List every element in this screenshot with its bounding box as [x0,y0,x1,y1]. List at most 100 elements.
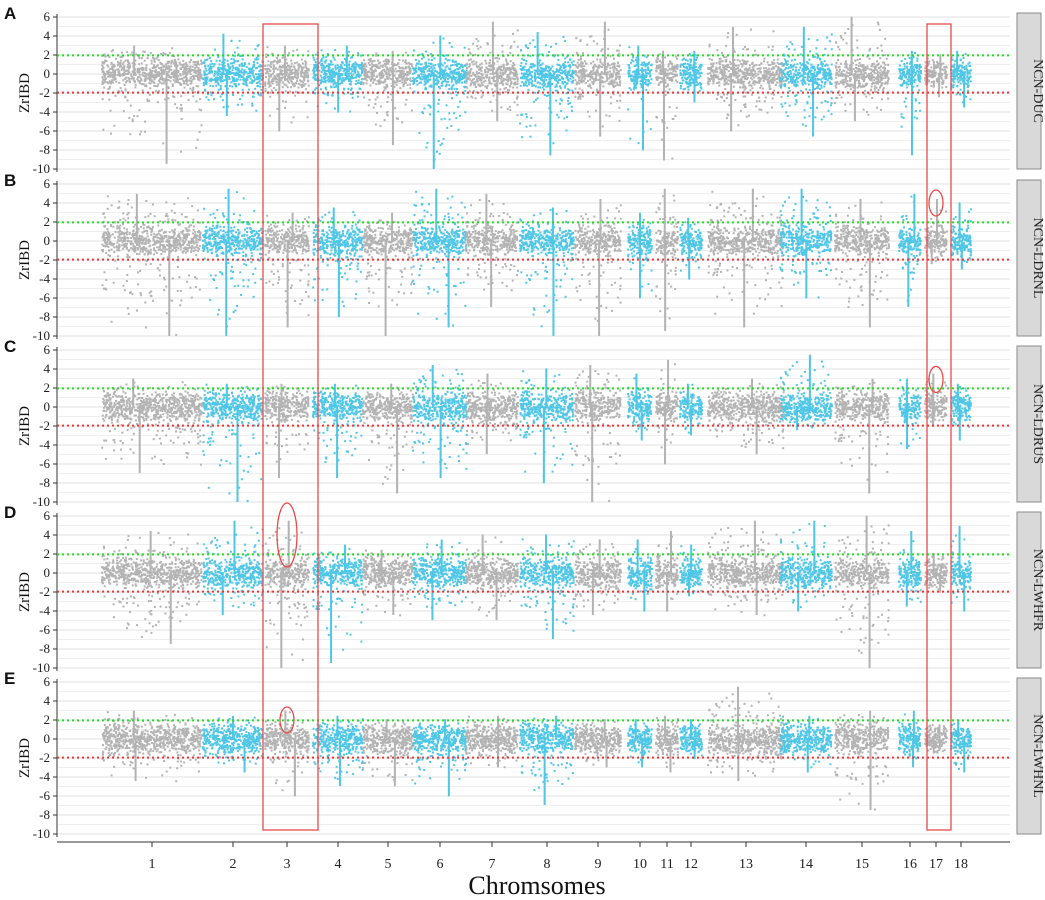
data-point [420,67,423,70]
data-point [316,67,319,70]
data-point [283,66,286,69]
data-point [251,102,254,105]
data-point [192,69,195,72]
data-point [374,69,377,72]
data-point [556,74,559,77]
data-point [273,77,276,80]
data-point [278,66,281,69]
data-point [347,78,350,81]
data-point [197,77,200,80]
data-point [405,98,408,101]
data-point [405,77,408,80]
data-point [679,87,682,90]
data-point [218,76,221,79]
data-point [193,77,196,80]
data-point [426,70,429,73]
data-point [439,59,442,62]
data-point [186,83,189,86]
data-point [432,100,435,103]
data-point [688,75,691,78]
data-point [161,63,164,66]
data-point [635,58,638,61]
data-point [145,69,148,72]
data-point [608,115,611,118]
data-point [567,71,570,74]
data-point [657,77,660,80]
data-point [637,64,640,67]
data-point [165,96,168,99]
data-point [110,61,113,64]
data-point [345,62,348,65]
data-point [439,67,442,70]
data-point [356,82,359,85]
data-point [154,90,157,93]
data-point [134,73,137,76]
data-point [281,56,284,59]
data-point [599,105,602,108]
data-point [662,55,665,58]
data-point [439,64,442,67]
data-point [465,69,468,72]
data-point [440,70,443,73]
data-point [665,73,668,76]
data-point [656,75,659,78]
data-point [337,70,340,73]
data-point [103,86,106,89]
data-point [484,70,487,73]
data-point [436,79,439,82]
data-point [438,87,441,90]
data-point [391,119,394,122]
data-point [165,151,168,154]
data-point [303,75,306,78]
data-point [223,79,226,82]
data-point [276,107,279,110]
data-point [494,90,497,93]
data-point [278,129,281,132]
data-point [501,44,504,47]
data-point [385,60,388,63]
data-point [680,63,683,66]
data-point [412,83,415,86]
data-point [545,85,548,88]
data-point [556,113,559,116]
data-point [209,84,212,87]
data-point [405,51,408,54]
data-point [363,96,366,99]
data-point [256,75,259,78]
data-point [457,76,460,79]
panels-group: 6420-2-4-6-8-10ZrIBDANCN-DUC6420-2-4-6-8… [4,4,1045,841]
data-point [538,76,541,79]
data-point [610,83,613,86]
data-point [161,77,164,80]
data-point [283,69,286,72]
data-point [354,83,357,86]
data-point [505,58,508,61]
data-point [203,82,206,85]
data-point [259,64,262,67]
data-point [257,93,260,96]
data-point [570,109,573,112]
data-point [489,51,492,54]
data-point [681,82,684,85]
data-point [481,66,484,69]
data-point [477,77,480,80]
data-point [165,126,168,129]
data-point [746,70,749,73]
data-point [129,80,132,83]
data-point [175,79,178,82]
data-point [278,126,281,129]
data-point [325,102,328,105]
data-point [330,86,333,89]
data-point [259,69,262,72]
data-point [494,80,497,83]
data-point [611,80,614,83]
data-point [239,98,242,101]
data-point [693,61,696,64]
data-point [314,53,317,56]
data-point [109,68,112,71]
data-point [126,51,129,54]
data-point [589,76,592,79]
data-point [186,80,189,83]
data-point [391,110,394,113]
data-point [173,59,176,62]
